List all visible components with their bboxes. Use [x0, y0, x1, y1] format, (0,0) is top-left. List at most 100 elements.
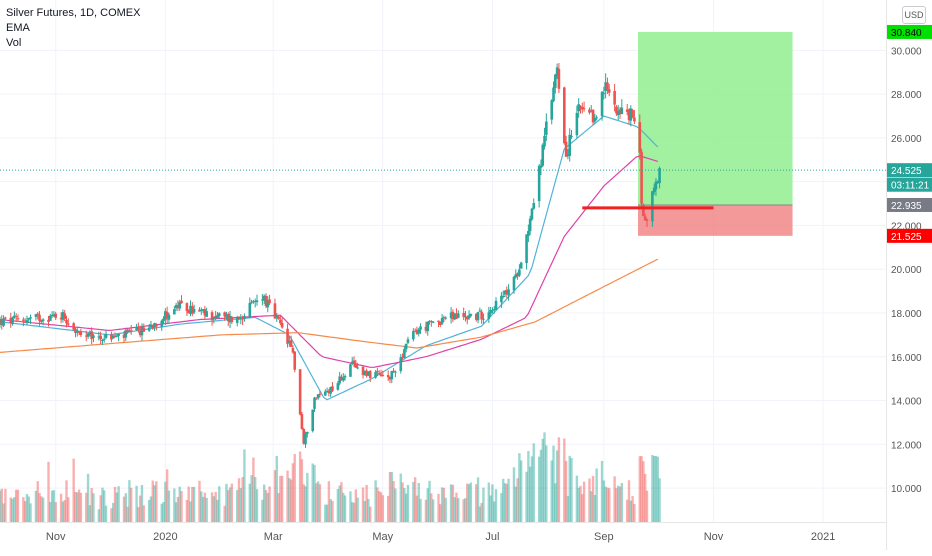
candle-body — [467, 315, 471, 319]
candle-body — [543, 135, 546, 147]
volume-bar — [557, 437, 561, 522]
candle-body — [449, 312, 453, 319]
time-axis[interactable]: Nov 2020 Mar May Jul Sep Nov 2021 — [0, 522, 886, 550]
volume-bar — [47, 461, 50, 522]
candle-body — [478, 310, 482, 312]
volume-bar — [478, 506, 482, 522]
candle-body — [607, 89, 611, 93]
candle-body — [363, 370, 367, 376]
candle-body — [75, 330, 79, 333]
time-tick-label: Jul — [485, 531, 499, 543]
candlesticks — [0, 62, 661, 448]
candle-body — [589, 111, 593, 113]
candle-body — [153, 323, 156, 328]
candle-body — [482, 318, 485, 320]
candle-body — [419, 326, 422, 330]
candle-body — [350, 361, 354, 364]
candle-body — [451, 311, 455, 320]
volume-bar — [286, 470, 289, 522]
candle-body — [235, 317, 239, 323]
candle-body — [564, 141, 568, 157]
candle-body — [262, 295, 266, 301]
volume-bar — [90, 488, 93, 522]
volume-bar — [390, 472, 393, 522]
candle-body — [318, 393, 322, 395]
candle-body — [273, 303, 277, 319]
candle-body — [243, 316, 246, 319]
currency-button[interactable]: USD — [902, 6, 926, 24]
volume-bar — [61, 501, 65, 522]
drawings[interactable] — [0, 169, 886, 210]
volume-bar — [608, 488, 611, 522]
volume-bar — [76, 492, 79, 522]
candle-body — [266, 300, 270, 308]
candle-body — [554, 74, 557, 88]
candle-body — [104, 333, 108, 338]
candle-body — [604, 82, 607, 92]
volume-bar — [602, 480, 606, 522]
long-position-tool[interactable] — [637, 31, 793, 236]
volume-bar — [268, 486, 271, 522]
volume-bar — [227, 490, 230, 522]
volume-bar — [261, 499, 264, 522]
candle-body — [456, 313, 460, 318]
volume-bar — [74, 491, 77, 522]
volume-bar — [442, 487, 446, 522]
candle-body — [36, 313, 40, 315]
volume-bar — [97, 509, 101, 522]
candle-body — [361, 366, 365, 375]
candle-body — [253, 301, 257, 303]
chart-pane[interactable]: Silver Futures, 1D, COMEX EMA Vol — [0, 0, 886, 522]
volume-bar — [59, 493, 63, 522]
candle-body — [545, 121, 548, 135]
candle-body — [140, 326, 144, 336]
price-axis[interactable]: USD 10.000 12.000 14.000 16.000 18.000 20.000… — [886, 0, 932, 550]
volume-bar — [67, 497, 70, 522]
candle-body — [444, 317, 447, 319]
price-chart[interactable] — [0, 0, 886, 522]
candle-body — [138, 331, 142, 336]
candle-body — [580, 106, 584, 110]
volume-bar — [453, 497, 456, 522]
volume-bar — [462, 499, 465, 522]
volume-bar — [428, 480, 431, 522]
volume-bar — [153, 485, 156, 522]
candle-body — [629, 108, 633, 121]
candle-body — [568, 134, 571, 156]
volume-bar — [126, 506, 129, 522]
volume-bar — [378, 491, 381, 522]
candle-body — [388, 376, 392, 380]
candle-body — [464, 316, 467, 318]
candle-body — [645, 219, 649, 221]
candle-body — [174, 304, 178, 309]
candle-body — [2, 318, 5, 326]
volume-bar — [135, 485, 138, 522]
candle-body — [494, 300, 498, 310]
volume-bar — [651, 454, 654, 522]
volume-bar — [595, 468, 598, 522]
volume-bar — [86, 473, 90, 522]
candle-body — [428, 320, 431, 322]
volume-bar — [354, 489, 358, 522]
candle-body — [25, 320, 29, 323]
candle-body — [63, 313, 66, 319]
candle-body — [462, 312, 465, 317]
candle-body — [275, 316, 279, 318]
symbol-title[interactable]: Silver Futures, 1D, COMEX — [6, 7, 141, 19]
volume-bar — [363, 501, 367, 522]
candle-body — [313, 397, 316, 409]
volume-bar — [516, 478, 519, 522]
candle-body — [293, 351, 297, 370]
volume-indicator-label[interactable]: Vol — [6, 37, 22, 49]
price-tick-label: 16.000 — [891, 353, 922, 364]
volume-bar — [537, 456, 541, 522]
candle-body — [658, 167, 661, 184]
candle-body — [178, 302, 182, 309]
volume-bar — [361, 487, 365, 522]
volume-bar — [279, 475, 282, 522]
volume-bar — [539, 449, 543, 522]
ema-indicator-label[interactable]: EMA — [6, 22, 30, 34]
volume-bar — [658, 478, 661, 522]
candle-body — [288, 340, 291, 343]
volume-bar — [291, 463, 295, 522]
